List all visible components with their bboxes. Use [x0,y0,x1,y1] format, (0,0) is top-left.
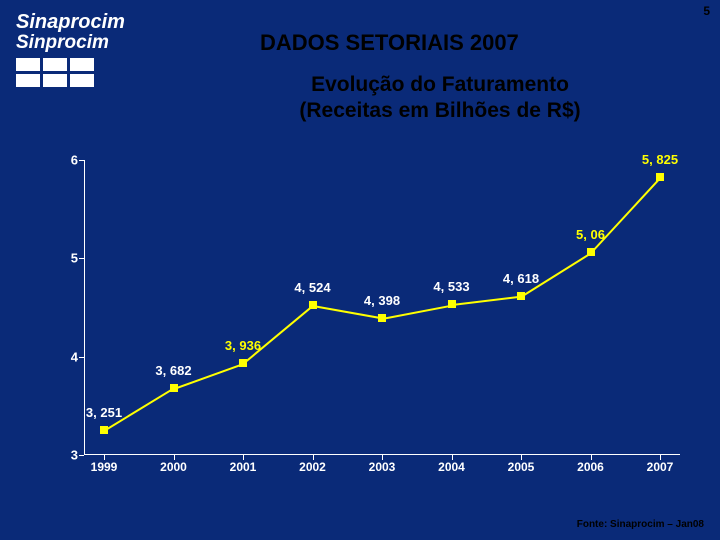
chart-data-label: 3, 682 [155,363,191,378]
subtitle-line1: Evolução do Faturamento [311,73,569,96]
x-tick-label: 2006 [577,460,604,474]
x-tick-mark [313,455,314,460]
x-tick-mark [521,455,522,460]
y-tick-label: 6 [71,153,78,168]
chart-marker [517,292,525,300]
plot-area: 3, 251 3, 682 3, 936 4, 524 4, 398 4, 533 4, 6… [84,160,680,455]
x-tick-label: 2007 [647,460,674,474]
logo-grid-icon [16,58,196,87]
y-tick-mark [79,160,84,161]
logo: Sinaprocim Sinprocim [16,12,196,76]
chart-data-label: 5, 06 [576,227,605,242]
revenue-chart: 3, 251 3, 682 3, 936 4, 524 4, 398 4, 533 4, 6… [50,160,680,480]
x-tick-label: 2002 [299,460,326,474]
page-number: 5 [703,4,710,18]
chart-line-segment [590,178,661,255]
chart-marker [170,384,178,392]
chart-data-label: 3, 251 [86,405,122,420]
chart-marker [378,314,386,322]
chart-data-label: 4, 618 [503,271,539,286]
x-tick-label: 2003 [369,460,396,474]
chart-data-label: 4, 398 [364,293,400,308]
x-tick-mark [104,455,105,460]
y-tick-label: 4 [71,349,78,364]
chart-marker [309,301,317,309]
chart-line-segment [451,296,521,306]
chart-marker [587,248,595,256]
slide-title: DADOS SETORIAIS 2007 [260,30,519,56]
x-tick-mark [174,455,175,460]
x-tick-mark [591,455,592,460]
chart-line-segment [242,305,313,364]
y-tick-label: 3 [71,448,78,463]
x-tick-label: 2001 [230,460,257,474]
footer-source: Fonte: Sinaprocim – Jan08 [577,519,704,530]
x-tick-label: 2000 [160,460,187,474]
subtitle-line2: (Receitas em Bilhões de R$) [299,99,580,122]
y-tick-mark [79,455,84,456]
chart-marker [448,300,456,308]
y-tick-label: 5 [71,251,78,266]
x-tick-mark [660,455,661,460]
logo-line2: Sinprocim [16,33,196,53]
x-tick-label: 2005 [508,460,535,474]
x-tick-mark [243,455,244,460]
chart-data-label: 3, 936 [225,338,261,353]
y-tick-mark [79,258,84,259]
chart-data-label: 4, 533 [433,279,469,294]
chart-marker [100,426,108,434]
x-tick-mark [452,455,453,460]
chart-data-label: 4, 524 [294,280,330,295]
logo-line1: Sinaprocim [16,12,196,33]
slide-subtitle: Evolução do Faturamento (Receitas em Bil… [240,72,640,125]
y-axis [84,160,85,455]
x-tick-label: 2004 [438,460,465,474]
chart-marker [656,173,664,181]
y-tick-mark [79,357,84,358]
x-tick-mark [382,455,383,460]
chart-marker [239,359,247,367]
x-tick-label: 1999 [91,460,118,474]
logo-text: Sinaprocim Sinprocim [16,12,196,55]
chart-data-label: 5, 825 [642,152,678,167]
slide: 5 Sinaprocim Sinprocim DADOS SETORIAIS 2… [0,0,720,540]
